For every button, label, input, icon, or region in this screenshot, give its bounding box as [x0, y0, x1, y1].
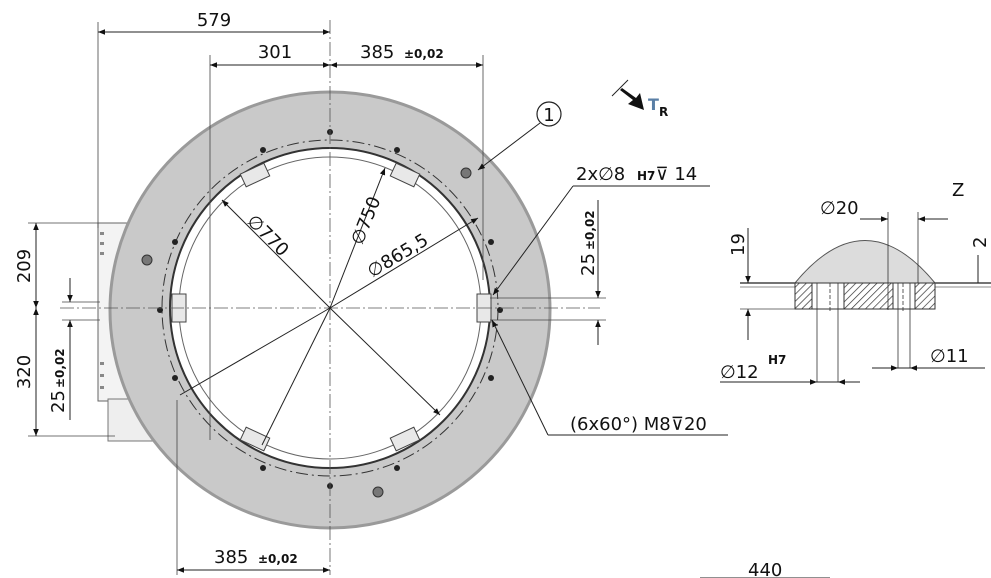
dim-301: 301 [258, 42, 292, 63]
detail-dia12-fit: H7 [768, 353, 786, 367]
tr-symbol: T R [611, 79, 668, 119]
detail-dia12: ∅12 [720, 362, 759, 383]
detail-dia20: ∅20 [820, 198, 859, 219]
dome-profile [793, 240, 937, 284]
dim-385-bottom-tol: ±0,02 [258, 552, 298, 566]
detail-dia11: ∅11 [930, 346, 969, 367]
holes-bottom-callout: (6x60°) M8⊽20 [570, 414, 707, 435]
dim-440: 440 [748, 560, 782, 578]
dim-25-right-tol: ±0,02 [583, 210, 597, 250]
detail-z-title: Z [952, 180, 964, 201]
detail-h19: 19 [728, 233, 749, 256]
dim-385-top-tol: ±0,02 [404, 47, 444, 61]
holes-bottom-leader [491, 319, 549, 436]
holes-top-callout: 2x∅8 H7⊽ 14 [576, 164, 697, 185]
dim-385-bottom: 385 [214, 547, 248, 568]
dim-385-top: 385 [360, 42, 394, 63]
item-number: 1 [543, 105, 554, 126]
dim-579: 579 [197, 10, 231, 31]
detail-z: Z ∅20 19 2 [720, 180, 991, 385]
item-balloon [536, 101, 562, 127]
pin-holes [141, 167, 472, 498]
dim-25-left: 25 [48, 390, 69, 413]
tr-sub: R [659, 105, 668, 119]
dim-25-left-tol: ±0,02 [53, 348, 67, 388]
extension-lines [28, 22, 606, 575]
diameter-leaders [179, 167, 479, 446]
detail-h2: 2 [970, 237, 991, 248]
arrow-icon [620, 88, 644, 110]
holes-top-leader [492, 185, 574, 296]
tr-letter: T [648, 95, 659, 114]
bolt-holes [157, 129, 503, 489]
dim-25-right: 25 [578, 253, 599, 276]
dim-320: 320 [14, 355, 35, 389]
dim-209: 209 [14, 249, 35, 283]
item-leader [477, 122, 541, 171]
